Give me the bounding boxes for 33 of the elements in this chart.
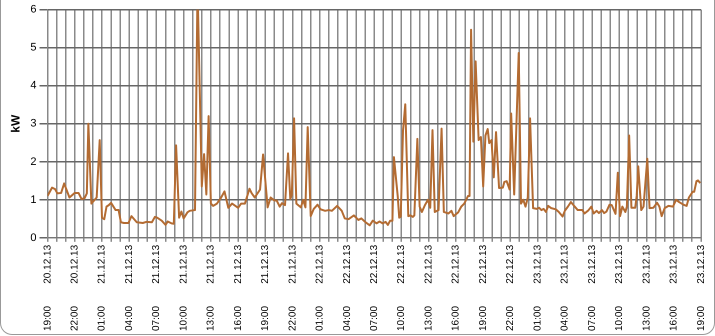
x-tick-label: 01:00 23.12.13	[532, 244, 544, 332]
x-tick-label: 22:00 22.12.13	[505, 244, 516, 332]
x-tick-label: 07:00 23.12.13	[586, 244, 598, 332]
x-tick-label: 10:00 21.12.13	[178, 244, 190, 332]
x-tick-label: 19:00 22.12.13	[478, 244, 489, 332]
y-tick-label: 1	[30, 194, 37, 206]
x-tick-label: 07:00 21.12.13	[151, 244, 162, 332]
x-tick-label: 10:00 22.12.13	[396, 244, 408, 332]
y-tick-label: 3	[30, 118, 37, 130]
x-tick-label: 01:00 21.12.13	[96, 244, 108, 332]
y-axis-title: kW	[8, 114, 23, 133]
x-tick-label: 16:00 23.12.13	[668, 244, 680, 332]
y-tick-label: 6	[30, 4, 37, 16]
y-tick-label: 4	[30, 80, 37, 92]
x-tick-label: 19:00 20.12.13	[42, 244, 54, 332]
x-tick-label: 22:00 21.12.13	[287, 244, 298, 332]
x-tick-label: 04:00 21.12.13	[124, 244, 135, 332]
x-tick-label: 13:00 23.12.13	[641, 244, 652, 332]
x-tick-label: 01:00 22.12.13	[314, 244, 326, 332]
x-tick-label: 13:00 21.12.13	[206, 244, 217, 332]
y-tick-label: 5	[30, 42, 37, 54]
x-tick-label: 04:00 22.12.13	[342, 244, 353, 332]
x-tick-label: 19:00 23.12.13	[696, 244, 707, 332]
x-tick-label: 19:00 21.12.13	[260, 244, 272, 332]
x-tick-label: 13:00 22.12.13	[423, 244, 434, 332]
x-tick-label: 10:00 23.12.13	[614, 244, 626, 332]
y-tick-label: 2	[30, 156, 37, 168]
x-tick-label: 07:00 22.12.13	[369, 244, 380, 332]
x-tick-label: 16:00 21.12.13	[232, 244, 244, 332]
x-tick-label: 16:00 22.12.13	[450, 244, 462, 332]
x-tick-label: 22:00 20.12.13	[69, 244, 80, 332]
x-tick-label: 04:00 23.12.13	[560, 244, 571, 332]
y-tick-label: 0	[30, 232, 37, 244]
